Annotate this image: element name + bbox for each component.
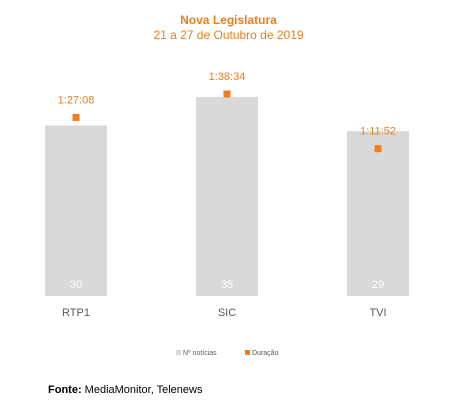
duration-marker-sic <box>223 90 231 98</box>
chart-title-block: Nova Legislatura 21 a 27 de Outubro de 2… <box>0 13 457 43</box>
legend-label-duracao: Duração <box>252 350 279 357</box>
bar-rtp1 <box>45 125 107 296</box>
bar-sic <box>196 97 258 296</box>
duration-label-rtp1: 1:27:08 <box>58 94 95 106</box>
chart-area: 30 1:27:08 RTP1 35 1:38:34 SIC 29 1:11:52 TVI Nº … <box>45 71 409 357</box>
chart-title: Nova Legislatura <box>180 13 277 27</box>
source-note: Fonte: MediaMonitor, Telenews <box>48 384 202 396</box>
source-label: Fonte: <box>48 384 82 396</box>
chart-subtitle: 21 a 27 de Outubro de 2019 <box>153 28 304 42</box>
bar-tvi <box>347 131 409 296</box>
category-label-rtp1: RTP1 <box>62 307 90 319</box>
duration-marker-rtp1 <box>72 113 80 121</box>
source-text: MediaMonitor, Telenews <box>84 384 203 396</box>
bar-value-label-sic: 35 <box>221 279 233 291</box>
legend-label-noticias: Nº notícias <box>183 350 217 357</box>
duration-label-sic: 1:38:34 <box>209 71 246 83</box>
bar-value-label-rtp1: 30 <box>70 279 82 291</box>
legend-swatch-noticias <box>176 350 181 355</box>
category-label-tvi: TVI <box>369 307 386 319</box>
duration-marker-tvi <box>374 145 382 153</box>
category-label-sic: SIC <box>218 307 236 319</box>
legend-swatch-duracao <box>245 350 250 355</box>
duration-label-tvi: 1:11:52 <box>360 126 396 138</box>
bar-value-label-tvi: 29 <box>372 279 384 291</box>
